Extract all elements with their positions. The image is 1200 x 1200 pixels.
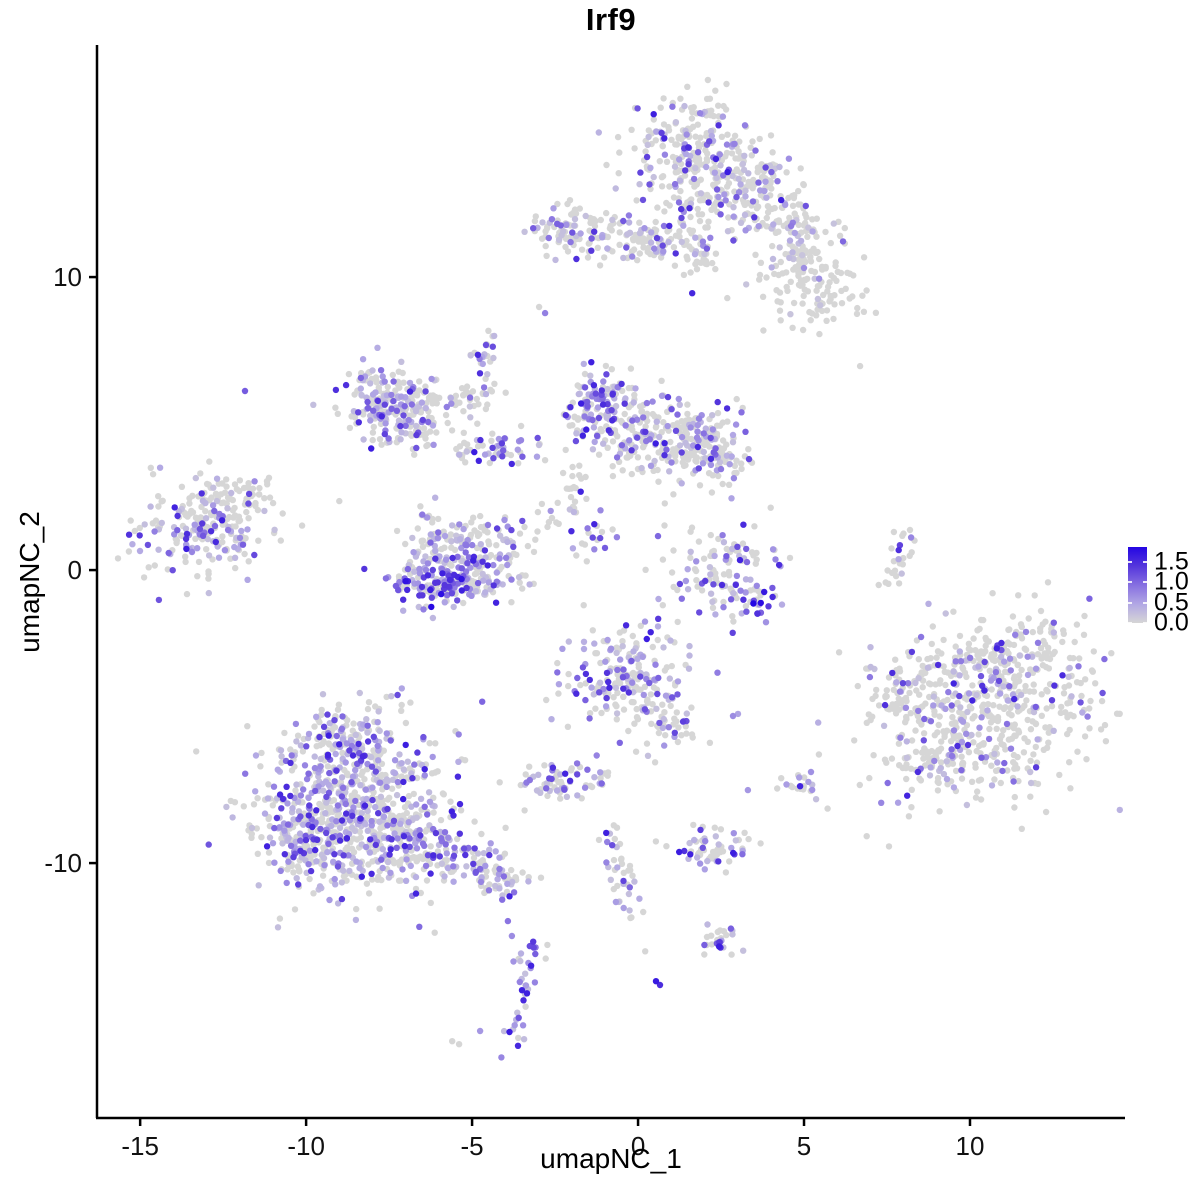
legend-notch bbox=[1143, 581, 1147, 583]
legend-tick-label: 1.5 bbox=[1154, 547, 1189, 576]
legend-notch bbox=[1143, 561, 1147, 563]
colorbar-legend: 1.5 1.0 0.5 0.0 bbox=[1128, 547, 1198, 637]
svg-text:-5: -5 bbox=[461, 1131, 484, 1161]
scatter-points bbox=[114, 76, 1124, 1061]
legend-notch bbox=[1128, 561, 1132, 563]
svg-text:-10: -10 bbox=[44, 848, 82, 878]
legend-tick-label: 1.0 bbox=[1154, 567, 1189, 596]
legend-notch bbox=[1143, 622, 1147, 624]
legend-tick-label: 0.5 bbox=[1154, 588, 1189, 617]
x-axis-label: umapNC_1 bbox=[540, 1143, 682, 1174]
svg-text:0: 0 bbox=[631, 1131, 645, 1161]
svg-text:-15: -15 bbox=[121, 1131, 159, 1161]
legend-notch bbox=[1143, 602, 1147, 604]
y-axis-label: umapNC_2 bbox=[14, 510, 46, 653]
svg-text:5: 5 bbox=[797, 1131, 811, 1161]
legend-notch bbox=[1128, 581, 1132, 583]
axes: -15 -10 -5 0 5 10 -10 0 10 bbox=[44, 45, 1125, 1161]
svg-text:10: 10 bbox=[956, 1131, 985, 1161]
y-axis-label-wrap: umapNC_2 bbox=[8, 45, 52, 1118]
legend-notch bbox=[1128, 622, 1132, 624]
svg-text:10: 10 bbox=[53, 262, 82, 292]
colorbar-gradient bbox=[1128, 547, 1147, 623]
svg-text:-10: -10 bbox=[287, 1131, 325, 1161]
legend-tick-label: 0.0 bbox=[1154, 608, 1189, 637]
legend-notch bbox=[1128, 602, 1132, 604]
plot-title: Irf9 bbox=[585, 2, 637, 37]
svg-text:0: 0 bbox=[68, 555, 82, 585]
